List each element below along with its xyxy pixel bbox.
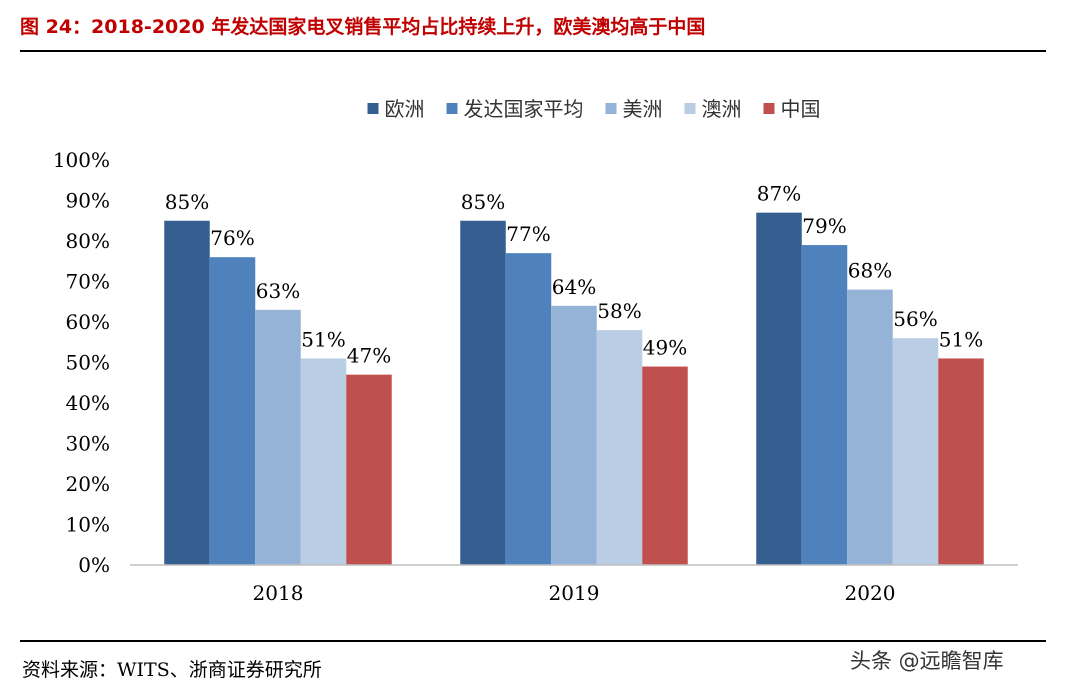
data-label: 85% <box>461 190 505 214</box>
data-label: 77% <box>506 222 550 246</box>
x-tick-label: 2020 <box>845 581 896 605</box>
legend-swatch <box>446 103 458 114</box>
legend-label: 澳洲 <box>702 97 742 121</box>
x-tick-label: 2019 <box>549 581 600 605</box>
legend-item: 中国 <box>763 97 821 121</box>
data-label: 87% <box>757 182 801 206</box>
bar <box>892 338 939 565</box>
legend-swatch <box>684 103 696 114</box>
data-labels: 85%76%63%51%47%85%77%64%58%49%87%79%68%5… <box>165 182 983 368</box>
y-tick-label: 50% <box>66 351 110 375</box>
y-tick-label: 40% <box>66 391 110 415</box>
data-label: 85% <box>165 190 209 214</box>
legend-label: 欧洲 <box>385 97 425 121</box>
bar <box>847 289 893 565</box>
data-label: 47% <box>347 344 391 368</box>
legend-item: 美洲 <box>605 97 663 121</box>
data-label: 49% <box>643 336 687 360</box>
data-label: 56% <box>893 307 937 331</box>
bar-series <box>164 212 984 566</box>
y-tick-label: 0% <box>78 553 110 577</box>
bar <box>346 374 392 565</box>
legend-swatch <box>367 103 379 114</box>
legend-label: 发达国家平均 <box>464 97 584 121</box>
bar <box>300 358 347 565</box>
bar <box>801 245 848 566</box>
watermark: 头条 @远瞻智库 <box>850 649 1004 673</box>
top-divider <box>20 50 1046 52</box>
bar <box>642 366 688 565</box>
data-label: 51% <box>939 327 983 351</box>
bar <box>460 220 506 565</box>
data-label: 76% <box>210 226 254 250</box>
y-tick-label: 30% <box>66 432 110 456</box>
chart-legend: 欧洲 发达国家平均 美洲 澳洲 中国 <box>367 97 821 121</box>
x-tick-label: 2018 <box>253 581 304 605</box>
y-tick-label: 80% <box>66 229 110 253</box>
y-tick-label: 60% <box>66 310 110 334</box>
source-note: 资料来源：WITS、浙商证券研究所 <box>22 659 322 681</box>
bar <box>596 330 643 565</box>
x-axis: 2018 2019 2020 <box>130 564 1018 605</box>
legend-item: 澳洲 <box>684 97 742 121</box>
data-label: 64% <box>552 275 596 299</box>
bar <box>255 309 301 565</box>
bar <box>551 305 597 565</box>
bar <box>938 358 984 565</box>
data-label: 51% <box>301 327 345 351</box>
y-axis: 0% 10% 20% 30% 40% 50% 60% 70% 80% 90% 100% <box>53 148 110 577</box>
bar <box>756 212 802 565</box>
y-tick-label: 70% <box>66 270 110 294</box>
legend-label: 中国 <box>781 97 821 121</box>
bottom-divider <box>20 640 1046 642</box>
legend-swatch <box>763 103 775 114</box>
bar <box>209 257 256 565</box>
bar <box>505 253 552 565</box>
figure-title: 图 24：2018-2020 年发达国家电叉销售平均占比持续上升，欧美澳均高于中… <box>20 16 706 38</box>
data-label: 79% <box>802 214 846 238</box>
y-tick-label: 10% <box>66 513 110 537</box>
legend-item: 发达国家平均 <box>446 97 584 121</box>
data-label: 58% <box>597 299 641 323</box>
bar <box>164 220 210 565</box>
legend-swatch <box>605 103 617 114</box>
y-tick-label: 20% <box>66 472 110 496</box>
legend-item: 欧洲 <box>367 97 425 121</box>
data-label: 68% <box>848 259 892 283</box>
data-label: 63% <box>256 279 300 303</box>
y-tick-label: 90% <box>66 189 110 213</box>
y-tick-label: 100% <box>53 148 110 172</box>
legend-label: 美洲 <box>623 97 663 121</box>
